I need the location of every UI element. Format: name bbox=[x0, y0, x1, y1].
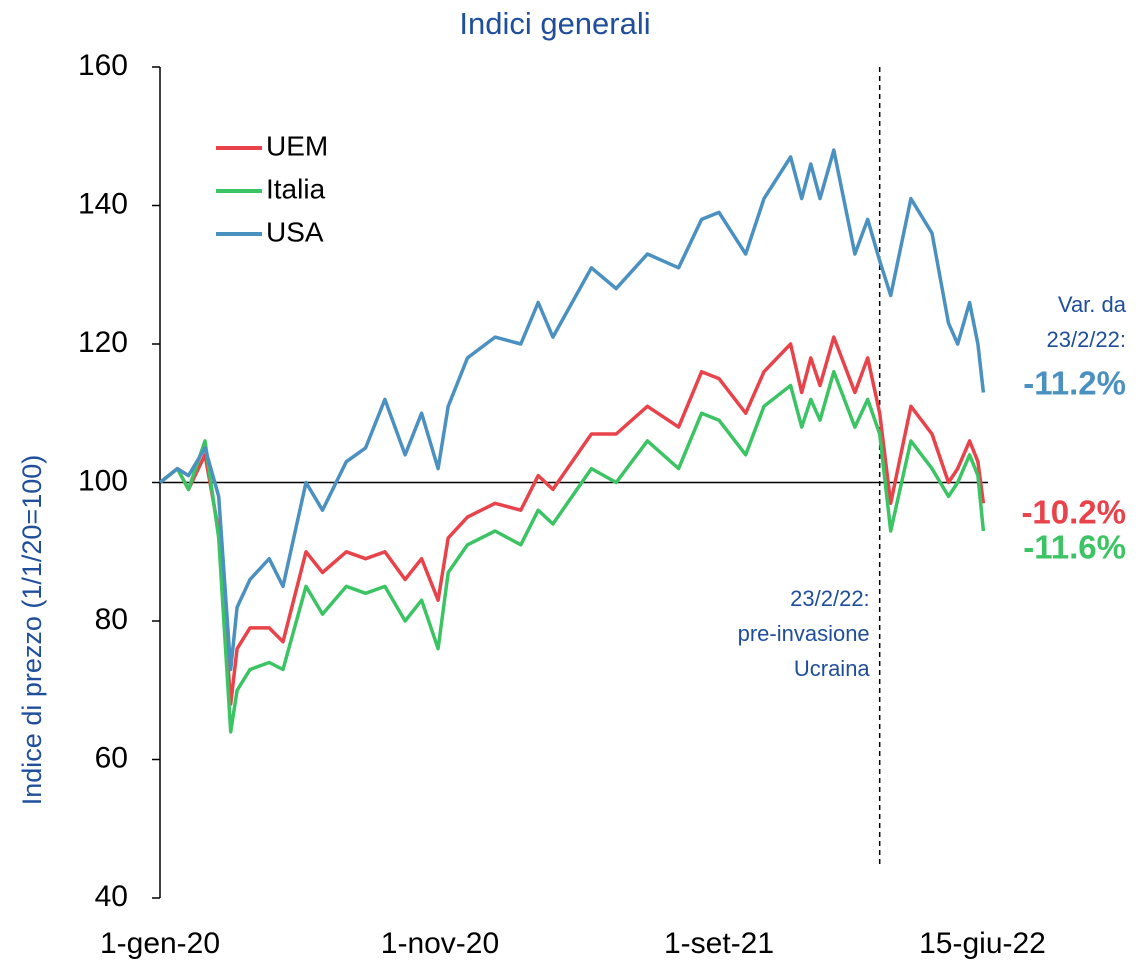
y-tick-label: 100 bbox=[78, 464, 128, 497]
event-label: pre-invasione bbox=[738, 621, 870, 646]
chart-title: Indici generali bbox=[459, 6, 650, 41]
legend-label: Italia bbox=[266, 173, 326, 204]
event-label: Ucraina bbox=[794, 656, 871, 681]
y-tick-label: 160 bbox=[78, 49, 128, 82]
y-tick-label: 140 bbox=[78, 187, 128, 220]
end-label: -11.2% bbox=[1023, 365, 1126, 402]
legend-label: USA bbox=[266, 216, 324, 247]
x-tick-label: 1-set-21 bbox=[664, 927, 774, 960]
y-tick-label: 120 bbox=[78, 326, 128, 359]
line bbox=[158, 369, 986, 734]
x-tick-label: 15-giu-22 bbox=[919, 927, 1046, 960]
end-label: -10.2% bbox=[1021, 494, 1126, 531]
y-tick-label: 60 bbox=[95, 741, 128, 774]
line bbox=[158, 148, 986, 672]
legend-label: UEM bbox=[266, 130, 328, 161]
y-tick-label: 40 bbox=[95, 880, 128, 913]
change-note: 23/2/22: bbox=[1046, 327, 1126, 352]
x-tick-label: 1-gen-20 bbox=[100, 927, 220, 960]
line bbox=[158, 335, 986, 706]
change-note: Var. da bbox=[1058, 292, 1127, 317]
event-label: 23/2/22: bbox=[790, 586, 870, 611]
x-tick-label: 1-nov-20 bbox=[381, 927, 499, 960]
y-axis-label: Indice di prezzo (1/1/20=100) bbox=[17, 455, 47, 805]
end-label: -11.6% bbox=[1023, 529, 1126, 566]
y-tick-label: 80 bbox=[95, 603, 128, 636]
